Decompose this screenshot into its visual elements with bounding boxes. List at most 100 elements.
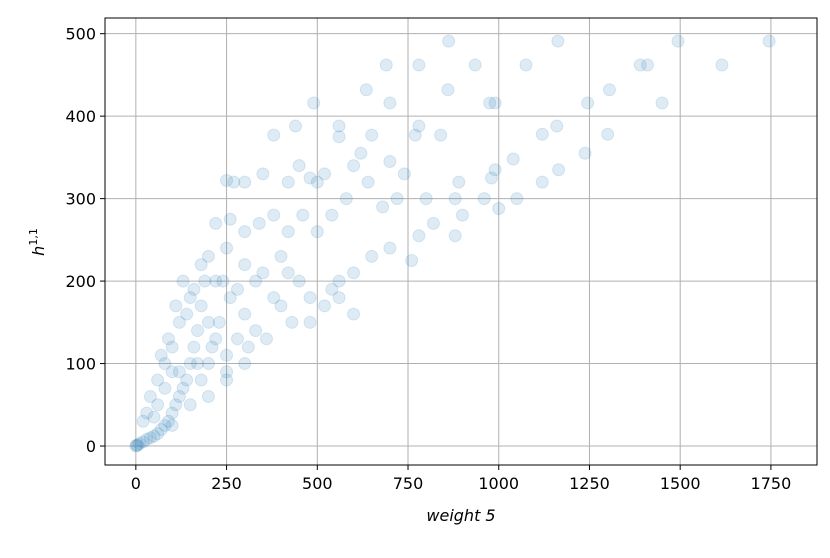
point [249,274,263,288]
point [201,390,215,404]
point [187,340,201,354]
x-axis-label: weight 5 [426,506,495,525]
point [267,128,281,142]
point [165,365,179,379]
point [165,418,179,432]
point [151,427,165,441]
point [131,438,145,452]
point [318,167,332,181]
point [143,390,157,404]
point [426,216,440,230]
point [187,282,201,296]
x-tick-label: 1000 [478,474,519,493]
point [303,171,317,185]
point [230,332,244,346]
y-label-base: h [29,246,48,256]
point [655,96,669,110]
y-tick-label: 500 [65,25,96,44]
point [383,155,397,169]
point [448,192,462,206]
point [484,171,498,185]
point [347,159,361,173]
point [274,299,288,313]
y-tick-label: 300 [65,190,96,209]
point [227,175,241,189]
point [292,159,306,173]
point [158,357,172,371]
point [154,423,168,437]
point [318,299,332,313]
x-tick-label: 1750 [751,474,792,493]
point [397,167,411,181]
point [762,34,776,48]
point [477,192,491,206]
point [332,130,346,144]
point [147,410,161,424]
point [274,249,288,263]
point [252,216,266,230]
point [198,274,212,288]
point [220,173,234,187]
point [151,398,165,412]
x-tick-label: 750 [393,474,424,493]
point [209,274,223,288]
point [578,146,592,160]
point [552,163,566,177]
point [238,307,252,321]
point [205,340,219,354]
point [551,34,565,48]
point [158,418,172,432]
point [641,58,655,72]
point [209,332,223,346]
point [223,212,237,226]
point [361,175,375,189]
point [285,315,299,329]
point [332,274,346,288]
point [220,365,234,379]
point [136,435,150,449]
point [535,127,549,141]
y-tick-label: 400 [65,107,96,126]
point [671,34,685,48]
point [535,175,549,189]
point [383,241,397,255]
point [180,373,194,387]
point [376,200,390,214]
point [238,225,252,239]
point [434,128,448,142]
point [147,429,161,443]
point [390,192,404,206]
point [488,96,502,110]
point [183,398,197,412]
point [180,307,194,321]
point [492,202,506,216]
point [601,127,615,141]
point [172,365,186,379]
point [412,229,426,243]
point [191,324,205,338]
point [216,274,230,288]
x-tick-label: 0 [131,474,141,493]
point [132,437,146,451]
point [332,119,346,133]
point [220,241,234,255]
point [176,274,190,288]
point [365,249,379,263]
point [191,357,205,371]
point [256,266,270,280]
y-label-sup: 1,1 [27,228,40,246]
point [325,282,339,296]
point [183,291,197,305]
point [249,324,263,338]
point [129,439,143,453]
point [176,381,190,395]
point [292,274,306,288]
x-tick-label: 1500 [660,474,701,493]
y-axis-label: h1,1 [27,228,48,256]
point [172,315,186,329]
point [267,208,281,222]
point [201,357,215,371]
x-tick-label: 500 [302,474,333,493]
point [194,373,208,387]
point [354,146,368,160]
